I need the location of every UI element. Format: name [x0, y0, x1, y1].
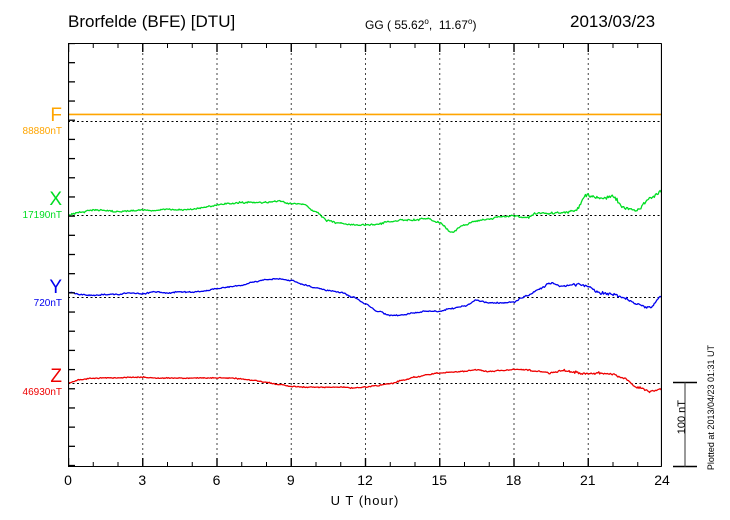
degree-symbol-lon: o	[467, 17, 473, 26]
x-axis-tick-24: 24	[654, 472, 670, 488]
scale-bar	[673, 381, 697, 468]
x-axis-title: U T (hour)	[0, 493, 730, 508]
geographic-coordinates: GG ( 55.62o, 11.67o)	[365, 17, 477, 32]
geo-latitude: 55.62	[394, 18, 425, 32]
component-baselines	[68, 121, 662, 384]
component-letter-z: Z	[50, 366, 62, 387]
component-value-z: 46930nT	[22, 387, 62, 398]
geo-prefix: GG	[365, 18, 384, 32]
x-axis-tick-0: 0	[64, 472, 72, 488]
component-letter-y: Y	[49, 277, 62, 298]
component-label-f: F 88880nT	[0, 106, 62, 138]
station-title: Brorfelde (BFE) [DTU]	[68, 12, 236, 31]
plotted-at-timestamp: Plotted at 2013/04/23 01:31 UT	[706, 345, 716, 471]
component-traces	[68, 113, 662, 394]
x-axis-tick-21: 21	[579, 472, 596, 488]
component-letter-x: X	[49, 189, 62, 210]
component-label-y: Y 720nT	[0, 278, 62, 310]
component-value-x: 17190nT	[22, 210, 62, 221]
degree-symbol-lat: o	[424, 17, 429, 26]
component-value-f: 88880nT	[22, 126, 62, 137]
axis-ticks	[68, 43, 662, 467]
x-axis-tick-6: 6	[212, 472, 221, 488]
x-axis-tick-15: 15	[431, 472, 448, 488]
x-axis-tick-3: 3	[138, 472, 147, 488]
x-axis-tick-18: 18	[505, 472, 522, 488]
magnetogram-plot-area	[68, 43, 662, 467]
component-label-x: X 17190nT	[0, 190, 62, 222]
observation-date: 2013/03/23	[570, 12, 656, 31]
magnetogram-svg	[68, 43, 662, 467]
x-axis-tick-12: 12	[357, 472, 373, 488]
component-value-y: 720nT	[33, 298, 62, 309]
x-axis-tick-9: 9	[286, 472, 295, 488]
grid-lines	[142, 43, 589, 467]
scale-bar-label: 100 nT	[676, 400, 688, 435]
geo-longitude: 11.67	[438, 18, 468, 32]
component-letter-f: F	[50, 105, 62, 126]
x-axis-title-text: U T (hour)	[330, 493, 400, 508]
component-label-z: Z 46930nT	[0, 367, 62, 399]
